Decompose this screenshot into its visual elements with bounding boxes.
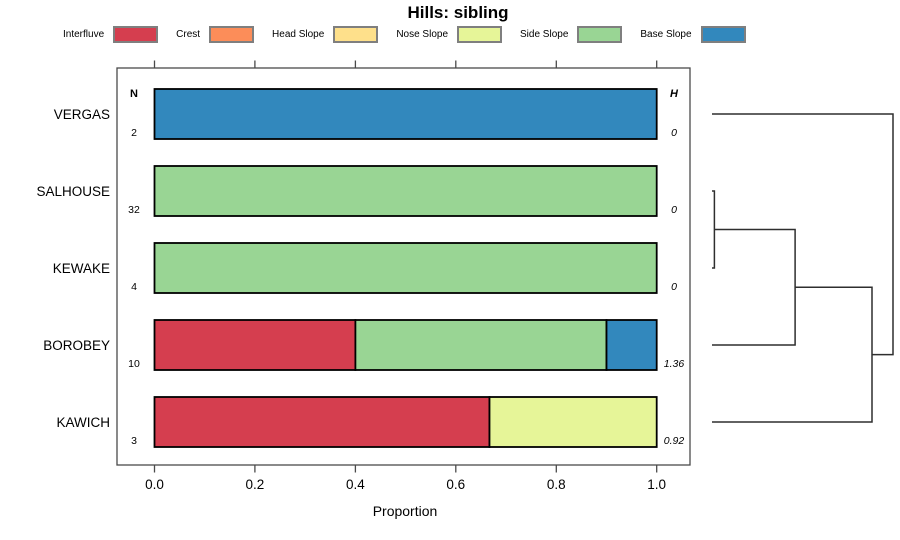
bar-segment-side-slope (354, 319, 608, 371)
legend-label: Interfluve (63, 29, 105, 40)
legend-item-base-slope: Base Slope (640, 26, 746, 43)
chart-title: Hills: sibling (407, 3, 509, 22)
legend-swatch (457, 26, 503, 43)
n-value: 3 (131, 435, 137, 447)
h-value: 1.36 (664, 358, 685, 370)
row-label: KEWAKE (53, 261, 110, 276)
bar-segment-side-slope (153, 165, 658, 217)
legend-item-side-slope: Side Slope (520, 26, 623, 43)
legend-swatch (333, 26, 379, 43)
h-value: 0 (671, 127, 677, 139)
bar-segment-base-slope (153, 88, 658, 140)
legend-swatch (700, 26, 746, 43)
dendrogram-branch (712, 190, 716, 269)
dendrogram-branch (712, 113, 894, 356)
count-column-header: N (130, 88, 138, 100)
dendrogram-branch (712, 228, 796, 346)
x-tick-label: 1.0 (647, 477, 666, 492)
plot-box (116, 67, 691, 466)
x-tick-label: 0.8 (547, 477, 566, 492)
row-label: SALHOUSE (36, 184, 110, 199)
x-tick-label: 0.0 (145, 477, 164, 492)
row-label: BOROBEY (43, 338, 110, 353)
x-axis-title: Proportion (373, 503, 438, 519)
legend-label: Head Slope (272, 29, 325, 40)
dendrogram-branch (712, 286, 873, 423)
x-tick-label: 0.4 (346, 477, 365, 492)
h-value: 0 (671, 281, 677, 293)
bar-segment-interfluve (153, 319, 357, 371)
n-value: 2 (131, 127, 137, 139)
n-value: 4 (131, 281, 137, 293)
legend-item-crest: Crest (176, 26, 255, 43)
legend-label: Side Slope (520, 29, 569, 40)
bar-segment-base-slope (605, 319, 658, 371)
n-value: 10 (128, 358, 140, 370)
legend-item-head-slope: Head Slope (272, 26, 379, 43)
legend-label: Nose Slope (396, 29, 449, 40)
legend-label: Crest (176, 29, 201, 40)
bar-segment-side-slope (153, 242, 658, 294)
entropy-column-header: H (670, 88, 679, 100)
legend-item-nose-slope: Nose Slope (396, 26, 503, 43)
n-value: 32 (128, 204, 140, 216)
x-tick-label: 0.6 (446, 477, 465, 492)
legend-swatch (113, 26, 159, 43)
legend-swatch (577, 26, 623, 43)
legend-label: Base Slope (640, 29, 692, 40)
legend-item-interfluve: Interfluve (63, 26, 159, 43)
x-tick-label: 0.2 (246, 477, 265, 492)
bar-segment-nose-slope (488, 396, 658, 448)
legend-swatch (209, 26, 255, 43)
h-value: 0 (671, 204, 677, 216)
row-label: VERGAS (54, 107, 110, 122)
h-value: 0.92 (664, 435, 685, 447)
bar-segment-interfluve (153, 396, 491, 448)
row-label: KAWICH (57, 415, 111, 430)
legend: Interfluve Crest Head Slope Nose Slope Side … (63, 26, 746, 43)
